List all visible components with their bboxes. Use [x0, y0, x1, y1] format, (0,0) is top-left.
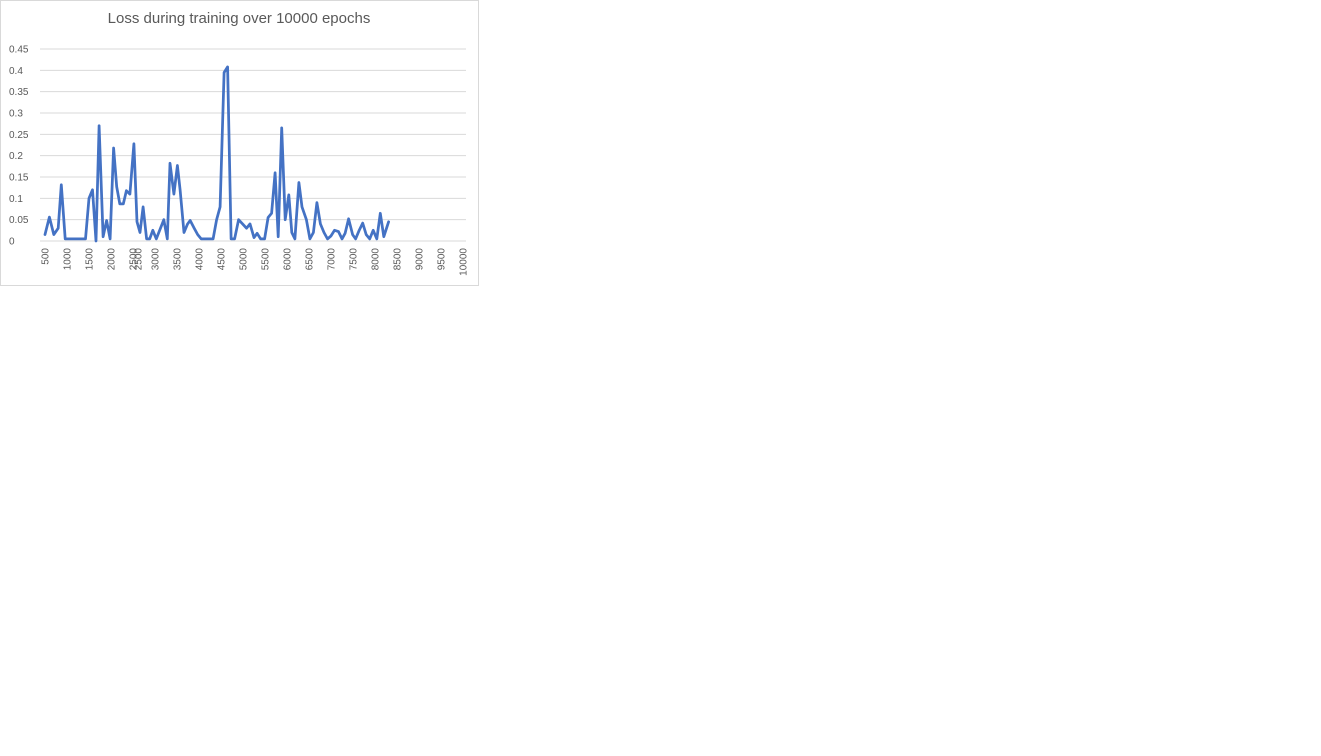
x-tick-label: 9000: [415, 248, 426, 271]
x-tick-label: 5500: [261, 248, 272, 271]
y-tick-label: 0.2: [9, 151, 23, 162]
x-tick-label: 6000: [283, 248, 294, 271]
y-axis-ticks: 0 0.05 0.1 0.15 0.2 0.25 0.3 0.35 0.4 0.45: [9, 45, 29, 248]
y-tick-label: 0.15: [9, 173, 29, 184]
x-tick-label: 7000: [327, 248, 338, 271]
series-layer: [43, 65, 390, 243]
x-tick-label: 9500: [437, 248, 448, 271]
y-tick-label: 0.3: [9, 109, 23, 120]
y-tick-label: 0.35: [9, 87, 29, 98]
x-tick-label: 8000: [371, 248, 382, 271]
y-tick-label: 0.4: [9, 66, 23, 77]
x-tick-label: 6500: [305, 248, 316, 271]
y-tick-label: 0.45: [9, 45, 29, 56]
x-tick-label: 3500: [173, 248, 184, 271]
x-tick-label: 2500: [134, 248, 145, 271]
x-tick-label: 10000: [459, 248, 470, 276]
x-tick-label: 2000: [107, 248, 118, 271]
y-tick-label: 0.25: [9, 130, 29, 141]
x-tick-label: 5000: [239, 248, 250, 271]
y-tick-label: 0.05: [9, 215, 29, 226]
x-tick-label: 500: [41, 248, 52, 265]
x-tick-label: 4500: [217, 248, 228, 271]
series-line: [43, 65, 390, 243]
x-tick-label: 7500: [349, 248, 360, 271]
y-tick-label: 0: [9, 237, 15, 248]
y-tick-label: 0.1: [9, 194, 23, 205]
x-tick-label: 1500: [85, 248, 96, 271]
x-tick-label: 1000: [63, 248, 74, 271]
x-tick-label: 2500: [129, 248, 140, 271]
line-chart: Loss during training over 10000 epochs 0…: [9, 10, 470, 276]
x-tick-label: 4000: [195, 248, 206, 271]
x-tick-label: 3000: [151, 248, 162, 271]
chart-title: Loss during training over 10000 epochs: [108, 10, 371, 27]
x-tick-label: 8500: [393, 248, 404, 271]
x-axis-ticks: 500 1000 1500 2000 2500 3000 3500 4000 4500 5000 5…: [41, 248, 470, 276]
grid-layer: [40, 48, 466, 242]
